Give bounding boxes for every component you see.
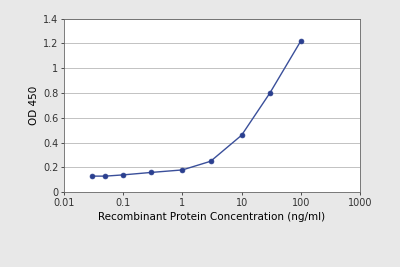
Y-axis label: OD 450: OD 450	[29, 86, 39, 125]
X-axis label: Recombinant Protein Concentration (ng/ml): Recombinant Protein Concentration (ng/ml…	[98, 212, 326, 222]
